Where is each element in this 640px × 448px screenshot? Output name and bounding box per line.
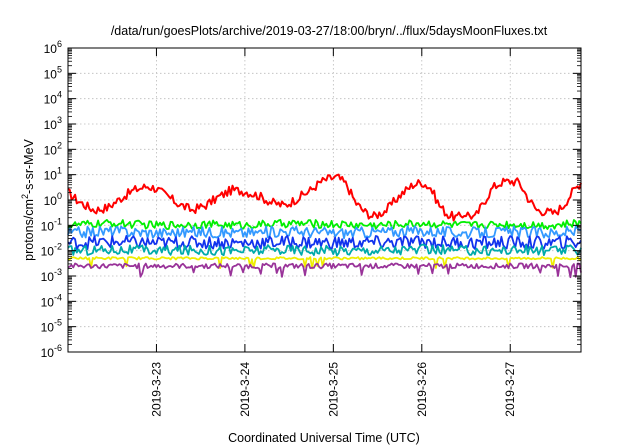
x-tick-label: 2019-3-23 [149,362,163,417]
y-tick-label: 102 [44,140,62,157]
y-tick-base: 10 [44,194,58,208]
y-tick-base: 10 [41,219,55,233]
y-tick-exponent: -2 [54,242,62,252]
y-axis-ticks: 10-610-510-410-310-210-11001011021031041… [41,39,581,360]
y-tick-exponent: -4 [54,292,62,302]
y-axis-label-pre: protons/cm [22,199,36,261]
y-tick-base: 10 [41,245,55,259]
series-line [67,224,582,240]
x-tick-label: 2019-3-27 [503,362,517,417]
series-line [67,218,582,231]
y-tick-exponent: 0 [57,191,62,201]
y-tick-label: 10-1 [41,216,62,233]
y-axis-label-sup: 2 [20,194,30,199]
y-tick-label: 100 [44,191,62,208]
series-line [67,234,582,251]
y-tick-label: 105 [44,64,62,81]
y-tick-exponent: -6 [54,343,62,353]
series-layer [67,173,582,279]
y-tick-base: 10 [44,42,58,56]
y-tick-label: 10-2 [41,242,62,259]
y-tick-label: 10-5 [41,318,62,335]
y-tick-exponent: 3 [57,115,62,125]
y-tick-base: 10 [41,346,55,360]
x-axis-label: Coordinated Universal Time (UTC) [228,431,420,445]
y-tick-base: 10 [44,143,58,157]
y-tick-label: 10-4 [41,292,62,309]
y-axis-label: protons/cm2-s-sr-MeV [20,138,36,260]
y-tick-label: 10-3 [41,267,62,284]
y-tick-label: 101 [44,166,62,183]
series-line [67,243,582,257]
grid-lines [68,48,581,352]
y-tick-base: 10 [44,169,58,183]
y-axis-label-post: -s-sr-MeV [22,138,36,194]
series-line [67,256,582,270]
y-tick-label: 103 [44,115,62,132]
y-tick-base: 10 [44,67,58,81]
y-tick-exponent: 2 [57,140,62,150]
x-axis-ticks: 2019-3-23 2019-3-24 2019-3-25 2019-3-26 2019… [149,48,517,417]
y-tick-exponent: 1 [57,166,62,176]
y-tick-exponent: 5 [57,64,62,74]
chart-title: /data/run/goesPlots/archive/2019-03-27/1… [111,24,548,38]
y-tick-label: 10-6 [41,343,62,360]
series-line [67,173,582,222]
y-tick-exponent: 6 [57,39,62,49]
y-tick-exponent: -1 [54,216,62,226]
y-tick-exponent: 4 [57,90,62,100]
y-tick-base: 10 [44,118,58,132]
y-tick-label: 106 [44,39,62,56]
y-tick-base: 10 [41,321,55,335]
series-line [67,262,582,279]
y-tick-base: 10 [44,93,58,107]
x-tick-label: 2019-3-25 [326,362,340,417]
x-tick-label: 2019-3-24 [238,362,252,417]
x-tick-label: 2019-3-26 [415,362,429,417]
y-tick-base: 10 [41,270,55,284]
y-tick-label: 104 [44,90,62,107]
y-tick-exponent: -3 [54,267,62,277]
y-tick-exponent: -5 [54,318,62,328]
y-tick-base: 10 [41,295,55,309]
